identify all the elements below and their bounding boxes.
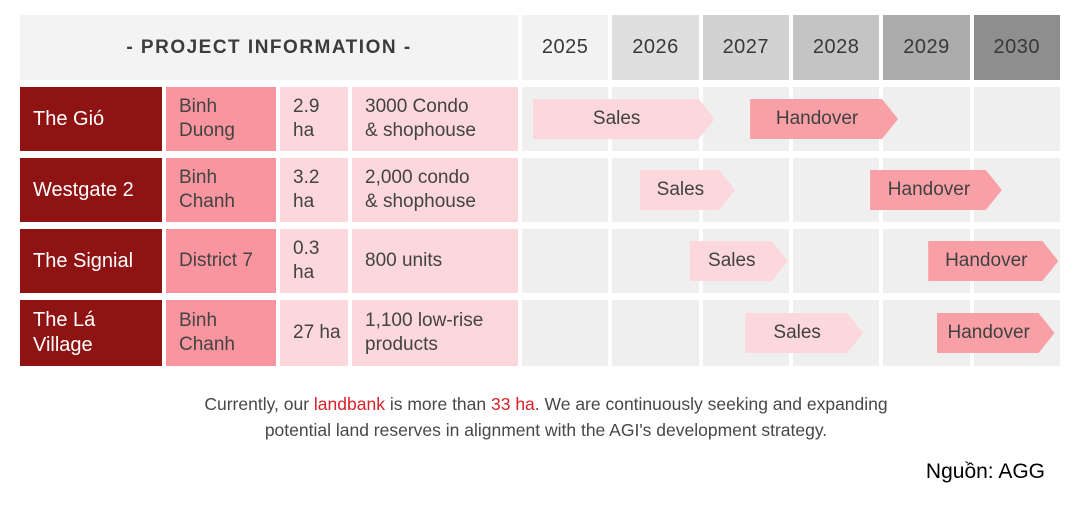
source-credit: Nguồn: AGG [925,460,1045,483]
timeline-grid-cell [612,229,699,293]
project-name-cell: Westgate 2 [20,158,162,222]
project-products-cell: 2,000 condo & shophouse [352,158,518,222]
timeline-row: Sales Handover [522,229,1060,293]
timeline-grid-cell [792,158,880,222]
annotation-highlight-33ha: 33 ha [491,394,535,414]
project-area-cell: 27 ha [280,300,348,366]
year-header-2030: 2030 [973,15,1060,80]
project-location-cell: Binh Chanh [166,158,276,222]
project-name-cell: The Signial [20,229,162,293]
timeline-grid-cell [522,158,609,222]
timeline-row: Sales Handover [522,87,1060,151]
project-location-cell: Binh Chanh [166,300,276,366]
project-name-cell: The Gió [20,87,162,151]
annotation-text: Currently, our [204,394,314,414]
year-header-strip: 2025 2026 2027 2028 2029 2030 [522,15,1060,80]
handover-bar: Handover [928,241,1058,281]
annotation-text: . We are continuously seeking and expand… [534,394,888,414]
project-area-cell: 2.9 ha [280,87,348,151]
table-title: - PROJECT INFORMATION - [20,15,518,80]
landbank-annotation: Currently, our landbank is more than 33 … [0,391,1092,444]
bar-label: Sales [592,108,641,129]
bar-label: Handover [945,250,1028,271]
timeline-grid-cell [792,229,880,293]
timeline-grid-cell [612,300,699,366]
sales-bar: Sales [690,241,788,281]
project-products-cell: 3000 Condo & shophouse [352,87,518,151]
handover-bar: Handover [870,170,1002,210]
sales-bar: Sales [745,313,863,353]
year-header-2029: 2029 [883,15,970,80]
project-area-cell: 0.3 ha [280,229,348,293]
annotation-line-1: Currently, our landbank is more than 33 … [0,391,1092,417]
project-area-cell: 3.2 ha [280,158,348,222]
timeline-grid-cell [973,87,1060,151]
project-timeline-table: - PROJECT INFORMATION - 2025 2026 2027 2… [20,15,1060,366]
annotation-highlight-landbank: landbank [313,394,385,414]
handover-bar: Handover [937,313,1055,353]
timeline-grid-cell [522,229,609,293]
project-products-cell: 1,100 low-rise products [352,300,518,366]
bar-label: Sales [773,322,821,343]
handover-bar: Handover [750,99,898,139]
timeline-grid-cell [522,300,609,366]
project-name-cell: The Lá Village [20,300,162,366]
year-header-2025: 2025 [522,15,609,80]
project-location-cell: District 7 [166,229,276,293]
sales-bar: Sales [533,99,715,139]
bar-label: Sales [656,179,705,200]
bar-label: Sales [708,250,756,271]
project-products-cell: 800 units [352,229,518,293]
project-location-cell: Binh Duong [166,87,276,151]
annotation-text: is more than [384,394,491,414]
annotation-line-2: potential land reserves in alignment wit… [264,420,828,441]
timeline-row: Sales Handover [522,158,1060,222]
bar-label: Handover [887,179,971,200]
timeline-row: Sales Handover [522,300,1060,366]
year-header-2028: 2028 [792,15,880,80]
sales-bar: Sales [640,170,735,210]
bar-label: Handover [775,108,859,129]
bar-label: Handover [947,322,1030,343]
year-header-2026: 2026 [612,15,699,80]
year-header-2027: 2027 [702,15,789,80]
